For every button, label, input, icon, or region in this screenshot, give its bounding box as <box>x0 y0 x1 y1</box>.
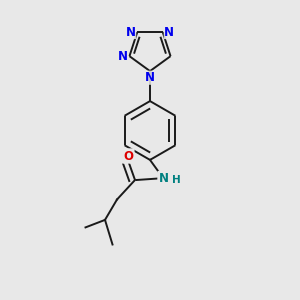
Text: H: H <box>172 175 181 185</box>
Text: O: O <box>123 149 134 163</box>
Text: N: N <box>145 71 155 84</box>
Text: N: N <box>118 50 128 63</box>
Text: N: N <box>158 172 169 185</box>
Text: N: N <box>126 26 136 38</box>
Text: N: N <box>164 26 174 38</box>
